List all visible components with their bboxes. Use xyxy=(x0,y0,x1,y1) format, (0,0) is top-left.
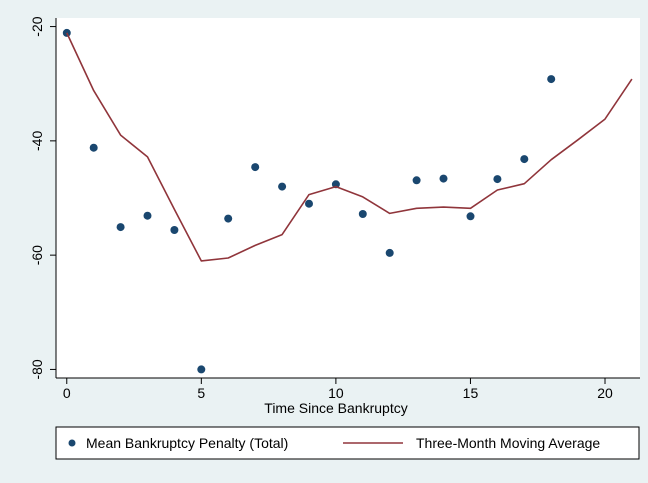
data-point xyxy=(197,365,206,374)
data-point xyxy=(439,174,448,183)
y-tick-label: -60 xyxy=(29,245,45,265)
legend-label-line: Three-Month Moving Average xyxy=(416,435,600,451)
data-point xyxy=(224,214,233,223)
moving-average-line xyxy=(66,32,633,262)
data-point xyxy=(385,248,394,257)
data-point xyxy=(170,226,179,234)
legend-label-scatter: Mean Bankruptcy Penalty (Total) xyxy=(86,435,288,451)
data-point xyxy=(89,143,98,152)
x-tick-label: 0 xyxy=(63,385,71,401)
x-axis-title: Time Since Bankruptcy xyxy=(264,400,407,416)
y-tick-label: -40 xyxy=(29,131,45,151)
data-point xyxy=(143,211,152,220)
plot-background xyxy=(56,18,640,378)
data-point xyxy=(412,176,421,185)
data-point xyxy=(116,223,125,232)
series-layer xyxy=(62,28,633,374)
data-point xyxy=(466,212,475,221)
data-point xyxy=(547,75,556,84)
legend: Mean Bankruptcy Penalty (Total) Three-Mo… xyxy=(55,426,640,460)
data-point xyxy=(520,155,529,164)
data-point xyxy=(278,182,287,191)
data-point xyxy=(331,180,340,189)
y-tick-label: -20 xyxy=(29,16,45,36)
data-point xyxy=(305,199,313,208)
x-tick-label: 20 xyxy=(597,385,613,401)
axes: 0 5 10 15 20 -20 -40 -60 -80 xyxy=(29,16,640,401)
data-point xyxy=(251,163,260,172)
data-point xyxy=(358,210,367,218)
x-tick-label: 5 xyxy=(197,385,205,401)
x-tick-label: 15 xyxy=(463,385,479,401)
x-tick-label: 10 xyxy=(328,385,344,401)
y-tick-label: -80 xyxy=(29,359,45,379)
data-point xyxy=(493,175,502,184)
legend-marker-scatter xyxy=(68,439,76,447)
